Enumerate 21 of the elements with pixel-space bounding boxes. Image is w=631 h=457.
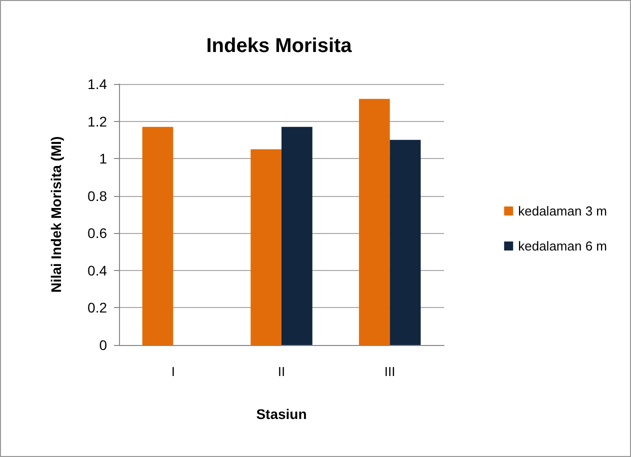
y-tick-label: 0 <box>99 337 108 353</box>
y-tick-label: 0.2 <box>88 300 108 316</box>
legend-label: kedalaman 3 m <box>518 204 608 218</box>
y-tick-label: 0.8 <box>88 188 108 204</box>
y-tick-label: 0.4 <box>88 262 108 278</box>
chart-title: Indeks Morisita <box>206 35 353 57</box>
bar <box>390 140 421 345</box>
x-axis-title: Stasiun <box>256 406 307 422</box>
x-tick-label: I <box>171 364 175 379</box>
y-tick-label: 0.6 <box>88 225 108 242</box>
bar <box>358 98 390 345</box>
y-axis-title: Nilai Indek Morisita (MI) <box>48 136 64 293</box>
legend-label: kedalaman 6 m <box>518 238 608 254</box>
bar <box>282 126 312 345</box>
y-tick-label: 1.2 <box>88 113 108 130</box>
y-tick-label: 1.4 <box>88 76 108 92</box>
y-tick-label: 1 <box>99 150 108 167</box>
bar <box>142 126 174 345</box>
x-tick-label: III <box>384 364 396 379</box>
bar <box>250 149 282 345</box>
x-tick-label: II <box>278 364 286 379</box>
